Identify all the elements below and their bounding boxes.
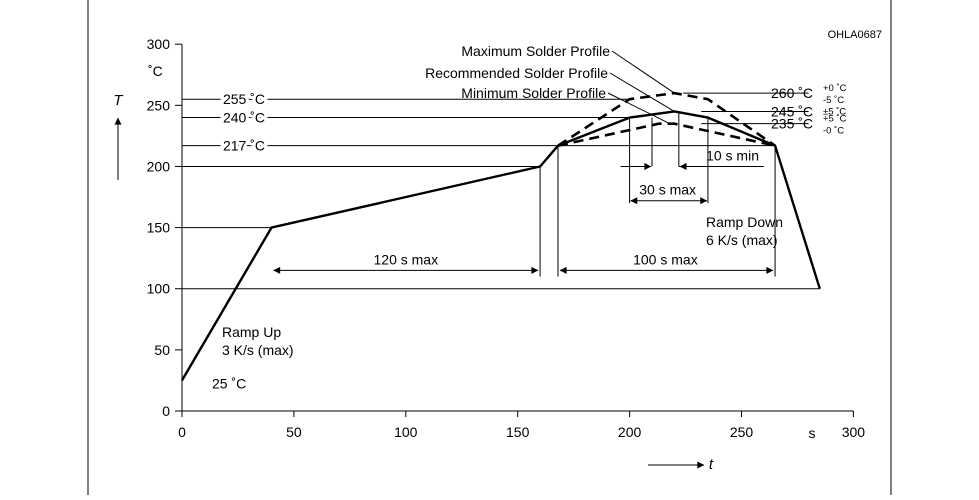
y-tick-label: 50 [154,342,170,358]
level-label-25: 25 ˚C [212,375,246,391]
right-label-245-upper: ±5 ˚C [823,106,846,117]
dim-30s-label: 30 s max [639,182,696,198]
dim-10s-label: 10 s min [706,147,759,163]
right-label-245: 245 ˚C [771,103,813,119]
x-tick-label: 150 [506,424,530,440]
leader-recommended [609,72,675,112]
x-tick-label: 250 [730,424,754,440]
legend-label-minimum: Minimum Solder Profile [461,85,606,101]
figure-id: OHLA0687 [828,29,882,41]
right-label-260: 260 ˚C [771,85,813,101]
legend-label-recommended: Recommended Solder Profile [425,65,608,81]
series-minimum-line [557,122,776,147]
series-recommended-line [180,110,821,382]
ramp-down-label: Ramp Down [706,214,783,230]
y-unit-label: ˚C [148,63,163,79]
ramp-up-label: Ramp Up [222,324,281,340]
level-label-240: 240 ˚C [223,110,265,126]
y-axis-letter: T [113,92,124,109]
right-label-260-lower: -5 ˚C [823,95,844,106]
y-tick-label: 200 [147,158,171,174]
y-tick-label: 150 [147,220,171,236]
x-tick-label: 50 [286,424,302,440]
y-tick-label: 250 [147,97,171,113]
x-tick-label: 0 [178,424,186,440]
dim-120s-label: 120 s max [374,251,439,267]
series-maximum-line [557,91,776,147]
level-label-255: 255 ˚C [223,91,265,107]
x-unit-label: s [809,425,816,441]
series-lines [180,91,821,382]
legend-label-maximum: Maximum Solder Profile [461,43,610,59]
leader-maximum [611,50,675,94]
right-label-235: 235 ˚C [771,116,813,132]
dimension-lines: 120 s max 100 s max 30 s max 10 s min [273,147,774,274]
y-tick-label: 100 [147,281,171,297]
leader-minimum [607,92,671,125]
x-tick-label: 100 [394,424,418,440]
y-tick-label: 300 [147,36,171,52]
x-tick-label: 300 [842,424,866,440]
ramp-down-rate: 6 K/s (max) [706,232,778,248]
right-label-235-lower: -0 ˚C [823,126,844,137]
ramp-up-rate: 3 K/s (max) [222,342,294,358]
right-label-260-upper: +0 ˚C [823,83,847,94]
labels: Maximum Solder Profile Recommended Solder… [212,43,847,391]
reference-lines [182,92,820,290]
level-label-217: 217 ˚C [223,138,265,154]
right-label-235-upper: +5 ˚C [823,114,847,125]
y-tick-label: 0 [162,403,170,419]
dim-100s-label: 100 s max [633,251,698,267]
x-tick-label: 200 [618,424,642,440]
x-axis-letter: t [709,456,714,473]
axes: 0 50 100 150 200 250 300 0 50 100 150 200 250 300 ˚C s T… [113,36,865,473]
